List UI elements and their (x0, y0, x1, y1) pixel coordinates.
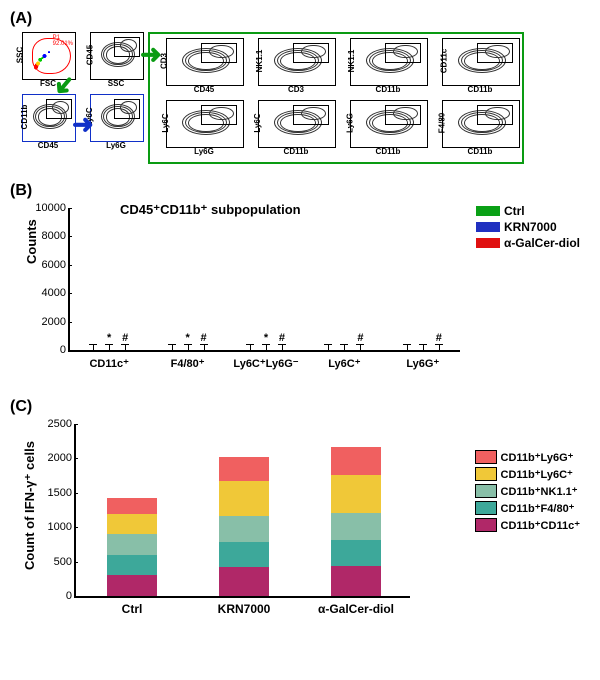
facs-plot: Ly6GCD11b (350, 100, 426, 146)
facs-plot: F4/80CD11b (442, 100, 518, 146)
facs-plot: Ly6CLy6G (166, 100, 242, 146)
facs-plot: NK1.1CD3 (258, 38, 334, 84)
facs-plot: P192.01%SSCFSC (22, 32, 74, 78)
facs-plot: NK1.1CD11b (350, 38, 426, 84)
facs-plot: CD45SSC (90, 32, 142, 78)
facs-plot: Ly6CCD11b (258, 100, 334, 146)
panel-a-container: (A) ➜ ➜ ➜ P192.01%SSCFSCCD45SSCCD11bCD45… (10, 10, 590, 164)
panel-b-container: (B) Counts CD45⁺CD11b⁺ subpopulation 020… (10, 182, 590, 374)
chart-c-legend: CD11b⁺Ly6G⁺CD11b⁺Ly6C⁺CD11b⁺NK1.1⁺CD11b⁺… (475, 450, 580, 535)
panel-a-content: ➜ ➜ ➜ P192.01%SSCFSCCD45SSCCD11bCD45Ly6C… (10, 32, 590, 164)
panel-a-right-grid: CD3CD45 NK1.1CD3 NK1.1CD11b CD11cCD11b Ly6CL… (148, 32, 524, 164)
chart-c-axes: 05001000150020002500CtrlKRN7000α-GalCer-… (74, 424, 410, 598)
arrow-green-2: ➜ (58, 78, 72, 95)
panel-a-left-grid: ➜ ➜ ➜ P192.01%SSCFSCCD45SSCCD11bCD45Ly6C… (10, 32, 142, 152)
panel-b-label: (B) (10, 182, 590, 200)
chart-b-legend: CtrlKRN7000α-GalCer-diol (476, 204, 580, 252)
chart-c: Count of IFN-γ⁺ cells 050010001500200025… (20, 420, 580, 620)
facs-plot: Ly6CLy6G (90, 94, 142, 140)
panel-c-container: (C) Count of IFN-γ⁺ cells 05001000150020… (10, 398, 590, 620)
chart-b-axes: 0200040006000800010000*#CD11c⁺*#F4/80⁺*#… (68, 208, 460, 352)
facs-plot: CD11cCD11b (442, 38, 518, 84)
panel-c-label: (C) (10, 398, 590, 416)
facs-plot: CD3CD45 (166, 38, 242, 84)
panel-a-label: (A) (10, 10, 590, 28)
chart-b: Counts CD45⁺CD11b⁺ subpopulation 0200040… (20, 204, 580, 374)
